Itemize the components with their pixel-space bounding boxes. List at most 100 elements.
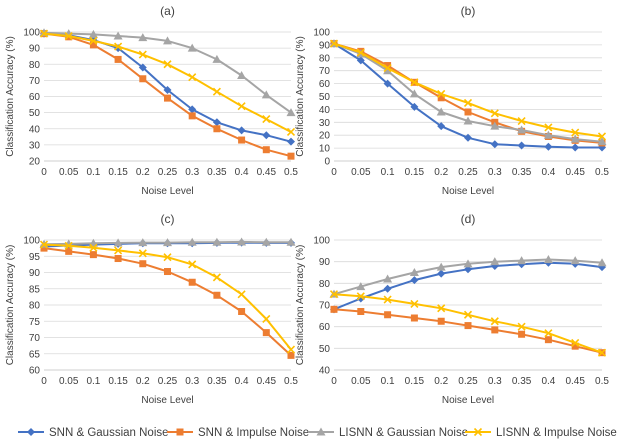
- data-point: [383, 284, 392, 293]
- chart-panel-3: 60 65 70 75 80 85 90 95 100 0 0.05 0.1 0.15 0.2 0.25 0.…: [5, 212, 298, 406]
- data-point: [330, 305, 338, 313]
- data-point: [286, 237, 296, 246]
- data-point: [114, 42, 123, 51]
- data-point: [571, 342, 579, 350]
- data-point: [383, 295, 392, 304]
- x-axis-label: Noise Level: [141, 186, 193, 197]
- triangle-marker-icon: [316, 427, 326, 436]
- data-point: [543, 255, 553, 263]
- series-snn-impulse-noise: [40, 30, 295, 160]
- x-tick-label: 0.5: [284, 376, 298, 387]
- data-point: [287, 152, 295, 160]
- y-tick-label: 70: [319, 301, 331, 312]
- y-tick-label: 90: [319, 257, 331, 268]
- y-tick-label: 40: [29, 124, 41, 135]
- data-point: [356, 56, 365, 65]
- data-point: [187, 43, 197, 52]
- y-tick-label: 20: [319, 131, 331, 142]
- y-tick-label: 30: [29, 140, 41, 151]
- data-point: [262, 115, 271, 124]
- series-lisnn-impulse-noise: [329, 290, 607, 357]
- data-point: [188, 112, 196, 120]
- data-point: [139, 75, 147, 83]
- y-axis-label: Classification Accuracy (%): [295, 36, 306, 157]
- data-point: [463, 259, 473, 268]
- y-tick-label: 100: [23, 28, 40, 39]
- y-tick-label: 60: [319, 322, 331, 333]
- x-tick-label: 0.25: [458, 376, 478, 387]
- data-point: [238, 308, 246, 315]
- x-tick-label: 0.5: [284, 167, 298, 178]
- data-point: [237, 102, 246, 111]
- data-point: [517, 116, 526, 126]
- x-tick-label: 0: [331, 167, 337, 178]
- legend-label: LISNN & Impulse Noise: [496, 427, 617, 439]
- data-point: [64, 31, 73, 41]
- data-point: [544, 336, 552, 344]
- data-point: [410, 314, 418, 322]
- x-axis-label: Noise Level: [141, 395, 193, 406]
- data-point: [163, 36, 172, 45]
- x-marker-icon: [473, 427, 483, 437]
- data-point: [383, 64, 392, 73]
- x-tick-label: 0.2: [136, 167, 150, 178]
- data-point: [212, 273, 221, 282]
- data-point: [463, 310, 473, 319]
- data-point: [114, 246, 123, 255]
- legend-label: SNN & Impulse Noise: [198, 427, 309, 439]
- data-point: [571, 338, 580, 347]
- series-lisnn-gaussian-noise: [39, 28, 296, 117]
- x-tick-label: 0.15: [405, 376, 425, 387]
- data-point: [237, 71, 247, 80]
- data-point: [329, 290, 339, 299]
- y-axis-label: Classification Accuracy (%): [295, 245, 306, 366]
- x-tick-label: 0.35: [512, 167, 532, 178]
- data-point: [163, 86, 172, 95]
- diamond-marker-icon: [27, 428, 35, 436]
- x-tick-label: 0.4: [235, 167, 249, 178]
- data-point: [490, 140, 499, 149]
- data-point: [410, 102, 419, 111]
- data-point: [138, 50, 147, 59]
- data-point: [262, 146, 270, 154]
- y-tick-label: 60: [319, 79, 331, 90]
- data-point: [212, 118, 221, 127]
- data-point: [329, 39, 339, 48]
- x-tick-label: 0.45: [257, 376, 277, 387]
- x-tick-label: 0.15: [108, 167, 128, 178]
- data-point: [490, 121, 500, 130]
- data-point: [517, 322, 526, 331]
- data-point: [491, 326, 499, 334]
- data-point: [517, 256, 527, 265]
- x-tick-label: 0.05: [351, 167, 371, 178]
- y-tick-label: 80: [319, 279, 331, 290]
- data-point: [409, 89, 419, 98]
- y-tick-label: 0: [324, 157, 330, 168]
- data-point: [356, 48, 365, 57]
- data-point: [213, 291, 221, 299]
- x-axis-label: Noise Level: [442, 186, 494, 197]
- x-tick-label: 0.4: [541, 376, 555, 387]
- x-tick-label: 0.4: [541, 167, 555, 178]
- x-tick-label: 0.45: [565, 376, 585, 387]
- chart-title: (a): [160, 4, 175, 18]
- data-point: [286, 108, 296, 117]
- chart-panel-4: 40 50 60 70 80 90 100 0 0.05 0.1 0.15 0.2 0.25 0.3 0.3…: [295, 212, 609, 406]
- chart-panel-1: 20 30 40 50 60 70 80 90 100 0 0.05 0.1 0.15 0.2 0.25 0.…: [5, 4, 298, 197]
- x-tick-label: 0.5: [595, 167, 609, 178]
- x-tick-label: 0.3: [185, 376, 199, 387]
- data-point: [238, 136, 246, 144]
- data-point: [39, 240, 49, 249]
- data-point: [437, 94, 445, 102]
- x-tick-label: 0.35: [207, 376, 227, 387]
- data-point: [237, 237, 247, 246]
- y-tick-label: 50: [319, 344, 331, 355]
- x-tick-label: 0.45: [565, 167, 585, 178]
- data-point: [543, 130, 553, 139]
- data-point: [437, 304, 446, 313]
- y-tick-label: 85: [29, 284, 41, 295]
- y-tick-label: 80: [319, 53, 331, 64]
- data-point: [187, 237, 197, 246]
- data-point: [262, 314, 271, 324]
